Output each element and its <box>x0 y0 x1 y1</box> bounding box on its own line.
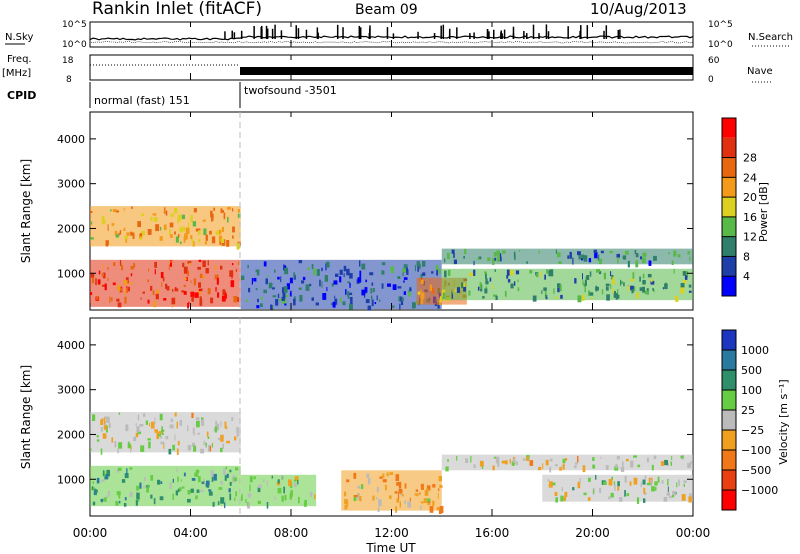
power-colorbar-tick: 4 <box>743 270 750 283</box>
power-colorbar-tick: 16 <box>743 211 757 224</box>
velocity-panel-data <box>90 412 693 514</box>
noise-strip-marks <box>89 22 694 47</box>
colorbar-swatch <box>722 450 736 470</box>
colorbar-swatch <box>722 410 736 430</box>
velocity-region-1-speckle <box>91 466 239 509</box>
station-title: Rankin Inlet (fitACF) <box>92 0 262 19</box>
nsearch-min: 10^0 <box>708 40 733 50</box>
x-tick-label: 16:00 <box>475 526 510 540</box>
velocity-colorbar-tick: −500 <box>741 464 771 477</box>
velocity-region-2-speckle <box>240 475 316 509</box>
y-tick-label: 4000 <box>57 133 85 146</box>
power-colorbar-label: Power [dB] <box>757 182 770 242</box>
colorbar-swatch <box>722 370 736 390</box>
nave-max: 60 <box>708 56 720 66</box>
beam-label: Beam 09 <box>355 2 418 18</box>
power-colorbar-tick: 20 <box>743 191 757 204</box>
freq-min: 8 <box>66 75 72 85</box>
colorbar-swatch <box>722 350 736 370</box>
velocity-y-axis-label: Slant Range [km] <box>19 365 33 469</box>
power-colorbar-tick: 12 <box>743 231 757 244</box>
power-region-5-speckle <box>441 268 692 303</box>
velocity-colorbar-tick: −100 <box>741 444 771 457</box>
power-x-ticks <box>89 112 694 310</box>
x-tick-labels: 00:00 04:00 08:00 12:00 16:00 20:00 00:00 <box>73 526 711 540</box>
x-tick-label: 00:00 <box>676 526 711 540</box>
x-tick-label: 04:00 <box>173 526 208 540</box>
x-tick-label: 12:00 <box>374 526 409 540</box>
mhz-label: [MHz] <box>2 68 31 79</box>
colorbar-swatch <box>722 490 736 510</box>
power-colorbar-tick: 8 <box>743 250 750 263</box>
y-tick-label: 3000 <box>57 178 85 191</box>
velocity-colorbar-tick: 25 <box>741 404 755 417</box>
cpid-mode-twofsound: twofsound -3501 <box>244 84 337 97</box>
nave-min: 0 <box>708 75 714 85</box>
cpid-label: CPID <box>7 89 36 102</box>
nsky-max: 10^5 <box>62 20 87 30</box>
power-region-4-speckle <box>444 248 691 268</box>
colorbar-swatch <box>722 157 736 178</box>
colorbar-swatch <box>722 276 736 296</box>
colorbar-swatch <box>722 236 736 257</box>
y-tick-label: 1000 <box>57 473 85 486</box>
y-tick-label: 4000 <box>57 339 85 352</box>
power-colorbar: 4 8 12 16 20 24 28 <box>721 117 757 297</box>
y-tick-label: 3000 <box>57 384 85 397</box>
freq-label: Freq. <box>7 54 32 65</box>
colorbar-swatch <box>722 118 736 138</box>
freq-max: 18 <box>62 56 74 66</box>
power-panel-data <box>90 206 693 311</box>
power-colorbar-tick: 28 <box>743 152 757 165</box>
power-region-5 <box>441 268 693 301</box>
freq-strip-marks <box>89 55 694 80</box>
velocity-colorbar-tick: −25 <box>741 424 764 437</box>
colorbar-swatch <box>722 137 736 158</box>
velocity-colorbar-tick: 100 <box>741 384 762 397</box>
colorbar-swatch <box>722 256 736 277</box>
colorbar-swatch <box>722 177 736 198</box>
nsky-min: 10^0 <box>62 40 87 50</box>
nave-label: Nave <box>747 66 773 77</box>
x-tick-label: 20:00 <box>575 526 610 540</box>
x-axis-label: Time UT <box>365 541 416 554</box>
y-tick-label: 2000 <box>57 428 85 441</box>
nsearch-label: N.Search <box>748 32 793 43</box>
power-region-1-speckle <box>90 259 240 309</box>
nsky-label: N.Sky <box>5 32 33 43</box>
velocity-region-4-speckle <box>445 455 692 473</box>
colorbar-swatch <box>722 470 736 490</box>
velocity-region-3-speckle <box>344 472 444 514</box>
velocity-colorbar-tick: −1000 <box>741 484 778 497</box>
velocity-colorbar-tick: 1000 <box>741 344 769 357</box>
velocity-region-1 <box>90 465 241 507</box>
power-y-axis: 1000 2000 3000 4000 <box>57 133 693 280</box>
velocity-colorbar-label: Velocity [m s⁻¹] <box>777 379 790 464</box>
colorbar-swatch <box>722 216 736 237</box>
power-y-axis-label: Slant Range [km] <box>19 159 33 263</box>
velocity-region-0 <box>90 412 241 453</box>
x-tick-label: 00:00 <box>73 526 108 540</box>
power-region-0-speckle <box>90 206 241 250</box>
cpid-mode-normal: normal (fast) 151 <box>94 94 190 107</box>
x-tick-label: 08:00 <box>274 526 309 540</box>
y-tick-label: 2000 <box>57 222 85 235</box>
date-label: 10/Aug/2013 <box>590 0 687 18</box>
velocity-colorbar-tick: 500 <box>741 364 762 377</box>
colorbar-swatch <box>722 197 736 217</box>
nsearch-max: 10^5 <box>708 20 733 30</box>
velocity-region-0-speckle <box>90 412 240 455</box>
velocity-colorbar: 1000 500 100 25 −25 −100 −500 −1000 <box>721 329 778 511</box>
colorbar-swatch <box>722 330 736 350</box>
y-tick-label: 1000 <box>57 267 85 280</box>
velocity-x-ticks <box>89 318 694 516</box>
colorbar-swatch <box>722 430 736 450</box>
velocity-region-5-speckle <box>547 475 692 504</box>
velocity-y-axis: 1000 2000 3000 4000 <box>57 339 693 486</box>
power-colorbar-tick: 24 <box>743 171 757 184</box>
colorbar-swatch <box>722 390 736 410</box>
